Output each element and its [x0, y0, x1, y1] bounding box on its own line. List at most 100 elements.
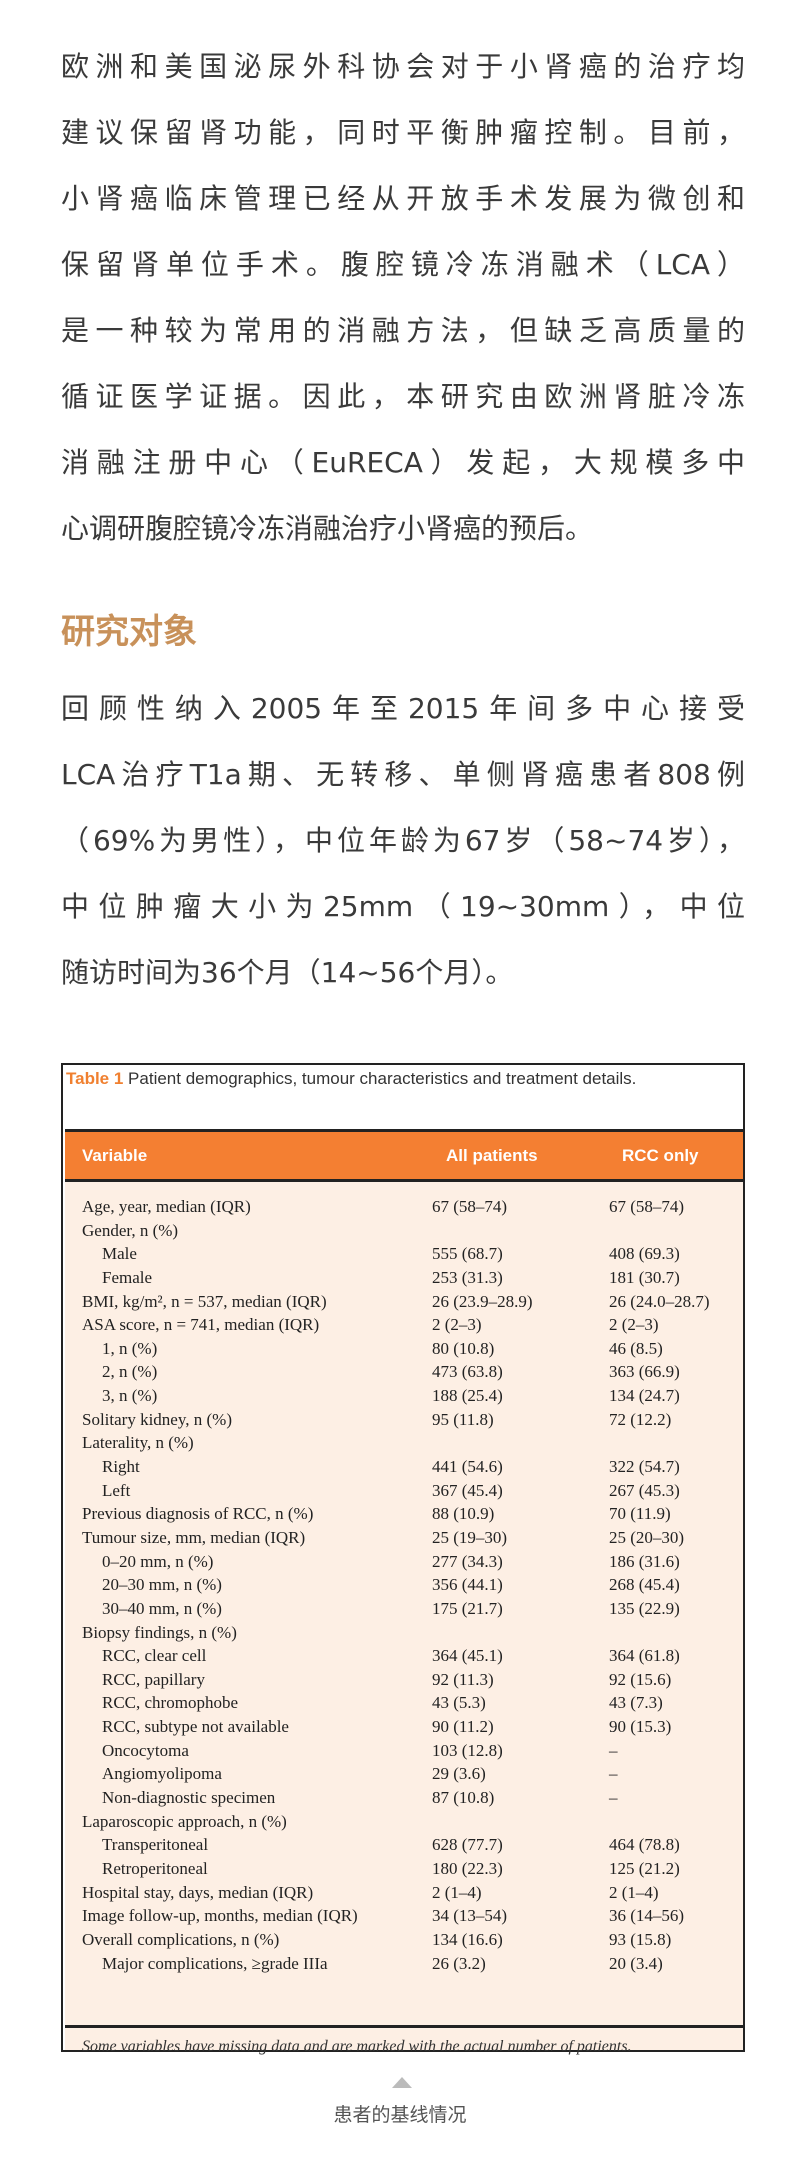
table-row: Hospital stay, days, median (IQR) 2 (1–4)… [65, 1881, 743, 1905]
table-figure: Table 1 Patient demographics, tumour cha… [61, 1063, 745, 2055]
cell-variable: Laparoscopic approach, n (%) [82, 1811, 287, 1831]
cell-variable: RCC, papillary [102, 1669, 205, 1689]
table-row: Biopsy findings, n (%) [65, 1621, 743, 1645]
table-row: Tumour size, mm, median (IQR) 25 (19–30) 2… [65, 1526, 743, 1550]
cell-rcc-only: 363 (66.9) [609, 1362, 680, 1382]
cell-all-patients: 43 (5.3) [432, 1693, 486, 1713]
cell-all-patients: 356 (44.1) [432, 1575, 503, 1595]
table-header: Variable All patients RCC only [65, 1129, 743, 1182]
table-row: RCC, chromophobe 43 (5.3) 43 (7.3) [65, 1691, 743, 1715]
cell-variable: Gender, n (%) [82, 1220, 179, 1240]
text-line: LCA治疗T1a期、无转移、单侧肾癌患者808例 [61, 758, 745, 791]
cell-variable: Image follow-up, months, median (IQR) [82, 1906, 358, 1926]
table-footnote: Some variables have missing data and are… [65, 2025, 743, 2066]
cell-all-patients: 175 (21.7) [432, 1598, 503, 1618]
intro-paragraph: 欧洲和美国泌尿外科协会对于小肾癌的治疗均 建议保留肾功能，同时平衡肿瘤控制。目前，… [61, 34, 745, 562]
table-row: Female 253 (31.3) 181 (30.7) [65, 1266, 743, 1290]
cell-all-patients: 2 (2–3) [432, 1315, 482, 1335]
cell-all-patients: 180 (22.3) [432, 1858, 503, 1878]
cell-rcc-only: 2 (2–3) [609, 1315, 659, 1335]
cell-rcc-only: 92 (15.6) [609, 1669, 672, 1689]
table-caption: Table 1 Patient demographics, tumour cha… [63, 1065, 743, 1127]
table-row: Oncocytoma 103 (12.8) – [65, 1739, 743, 1763]
cell-all-patients: 34 (13–54) [432, 1906, 508, 1926]
table-row: Angiomyolipoma 29 (3.6) – [65, 1762, 743, 1786]
cell-all-patients: 628 (77.7) [432, 1835, 503, 1855]
table-row: 30–40 mm, n (%) 175 (21.7) 135 (22.9) [65, 1597, 743, 1621]
cell-variable: Right [102, 1457, 140, 1477]
cell-variable: RCC, subtype not available [102, 1717, 289, 1737]
cell-all-patients: 87 (10.8) [432, 1788, 495, 1808]
cell-variable: Biopsy findings, n (%) [82, 1622, 237, 1642]
column-header-all-patients: All patients [446, 1145, 538, 1165]
text-line: 小肾癌临床管理已经从开放手术发展为微创和 [61, 182, 745, 215]
text-line: 循证医学证据。因此，本研究由欧洲肾脏冷冻 [61, 380, 745, 413]
text-line: 中位肿瘤大小为25mm（19~30mm），中位 [61, 890, 745, 923]
study-subjects-paragraph: 回顾性纳入2005年至2015年间多中心接受 LCA治疗T1a期、无转移、单侧肾癌… [61, 676, 745, 1006]
cell-rcc-only: 364 (61.8) [609, 1646, 680, 1666]
text-line: 消融注册中心（EuRECA）发起，大规模多中 [61, 446, 745, 479]
table-title: Patient demographics, tumour characteris… [123, 1069, 637, 1088]
cell-variable: RCC, chromophobe [102, 1693, 238, 1713]
cell-all-patients: 92 (11.3) [432, 1669, 494, 1689]
text-line: 回顾性纳入2005年至2015年间多中心接受 [61, 692, 745, 725]
cell-variable: 20–30 mm, n (%) [102, 1575, 222, 1595]
table-row: 1, n (%) 80 (10.8) 46 (8.5) [65, 1337, 743, 1361]
cell-all-patients: 367 (45.4) [432, 1480, 503, 1500]
cell-all-patients: 80 (10.8) [432, 1338, 495, 1358]
table-row: 2, n (%) 473 (63.8) 363 (66.9) [65, 1360, 743, 1384]
table-row: Male 555 (68.7) 408 (69.3) [65, 1242, 743, 1266]
column-header-variable: Variable [82, 1145, 148, 1165]
cell-all-patients [420, 1219, 597, 1243]
cell-rcc-only: 268 (45.4) [609, 1575, 680, 1595]
cell-rcc-only: – [609, 1740, 618, 1760]
table-row: Non-diagnostic specimen 87 (10.8) – [65, 1786, 743, 1810]
cell-variable: BMI, kg/m², n = 537, median (IQR) [82, 1291, 327, 1311]
cell-all-patients [420, 1431, 597, 1455]
table-row: ASA score, n = 741, median (IQR) 2 (2–3) 2… [65, 1313, 743, 1337]
table-row: Gender, n (%) [65, 1219, 743, 1243]
table-label: Table 1 [66, 1069, 124, 1088]
cell-variable: Tumour size, mm, median (IQR) [82, 1527, 306, 1547]
text-line: 心调研腹腔镜冷冻消融治疗小肾癌的预后。 [61, 512, 594, 545]
cell-rcc-only: 267 (45.3) [609, 1480, 680, 1500]
cell-variable: Hospital stay, days, median (IQR) [82, 1882, 314, 1902]
table-row: 0–20 mm, n (%) 277 (34.3) 186 (31.6) [65, 1550, 743, 1574]
cell-variable: Laterality, n (%) [82, 1433, 194, 1453]
column-header-rcc-only: RCC only [622, 1145, 699, 1165]
table-row: RCC, subtype not available 90 (11.2) 90 (1… [65, 1715, 743, 1739]
text-line: （69%为男性），中位年龄为67岁（58~74岁）， [61, 824, 745, 857]
table-row: Laparoscopic approach, n (%) [65, 1810, 743, 1834]
table-body: Variable All patients RCC only Age, year… [65, 1129, 743, 2055]
cell-rcc-only: 67 (58–74) [609, 1197, 685, 1216]
cell-all-patients: 29 (3.6) [432, 1764, 486, 1784]
cell-variable: Left [102, 1480, 131, 1500]
cell-rcc-only: 72 (12.2) [609, 1409, 672, 1429]
cell-rcc-only: 20 (3.4) [609, 1953, 663, 1973]
cell-all-patients: 555 (68.7) [432, 1244, 503, 1264]
cell-all-patients [420, 1810, 597, 1834]
cell-all-patients: 2 (1–4) [432, 1882, 482, 1902]
cell-rcc-only: 26 (24.0–28.7) [609, 1291, 710, 1311]
text-line: 保留肾单位手术。腹腔镜冷冻消融术（LCA） [61, 248, 745, 281]
cell-variable: Age, year, median (IQR) [82, 1197, 251, 1216]
cell-variable: 2, n (%) [102, 1362, 158, 1382]
table-row: RCC, papillary 92 (11.3) 92 (15.6) [65, 1668, 743, 1692]
cell-all-patients: 103 (12.8) [432, 1740, 503, 1760]
cell-variable: Oncocytoma [102, 1740, 189, 1760]
cell-rcc-only: – [609, 1788, 618, 1808]
cell-rcc-only: 2 (1–4) [609, 1882, 659, 1902]
cell-variable: 30–40 mm, n (%) [102, 1598, 222, 1618]
cell-rcc-only: 135 (22.9) [609, 1598, 680, 1618]
text-line: 随访时间为36个月（14~56个月）。 [61, 956, 514, 989]
cell-all-patients: 473 (63.8) [432, 1362, 503, 1382]
cell-all-patients: 188 (25.4) [432, 1386, 503, 1406]
cell-rcc-only: 46 (8.5) [609, 1338, 663, 1358]
table-row: 3, n (%) 188 (25.4) 134 (24.7) [65, 1384, 743, 1408]
table-row: Image follow-up, months, median (IQR) 34 … [65, 1904, 743, 1928]
cell-variable: Major complications, ≥grade IIIa [102, 1953, 328, 1973]
cell-variable: Transperitoneal [102, 1835, 209, 1855]
cell-variable: Retroperitoneal [102, 1858, 208, 1878]
cell-all-patients: 26 (23.9–28.9) [432, 1291, 533, 1311]
cell-variable: Solitary kidney, n (%) [82, 1409, 232, 1429]
